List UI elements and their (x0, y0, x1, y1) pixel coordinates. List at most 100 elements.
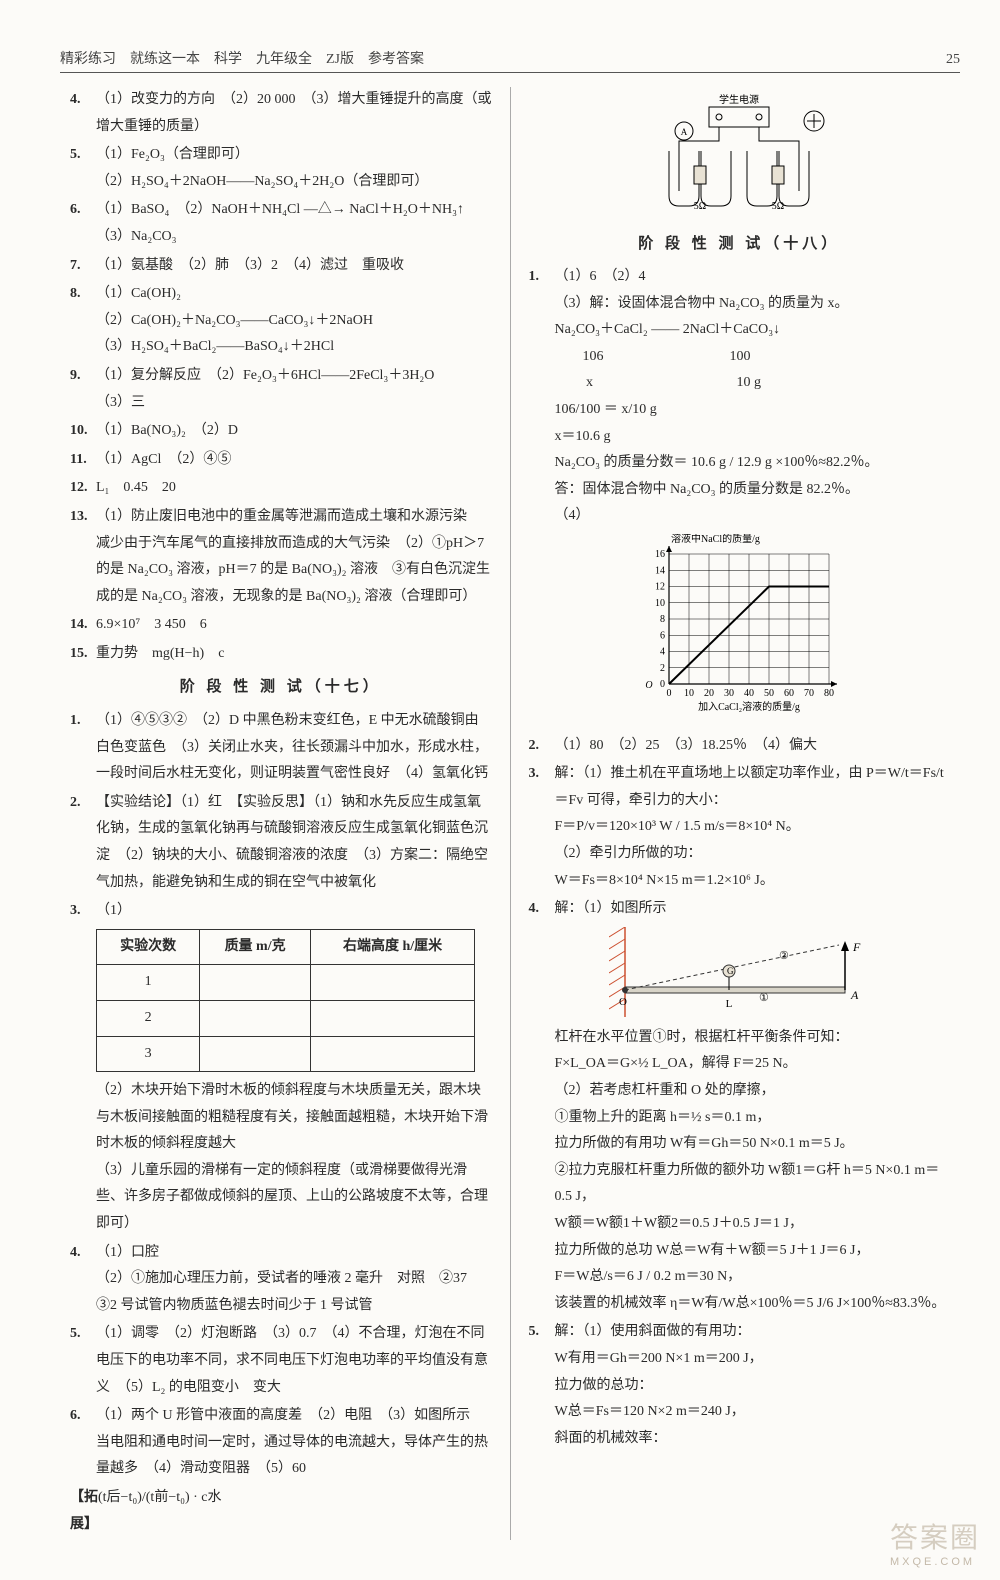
svg-text:②: ② (779, 950, 789, 962)
item-number (70, 1078, 96, 1238)
item-number: 14. (70, 612, 96, 639)
item-number: 13. (70, 504, 96, 610)
expansion-block: 【拓展】 (t后−t₀)/(t前−t₀) · c水 (70, 1485, 492, 1538)
table-cell (310, 965, 475, 1001)
svg-text:8: 8 (660, 614, 665, 625)
answer-item: 10.（1）Ba(NO₃)₂ （2）D (70, 418, 492, 445)
item-number: 15. (70, 641, 96, 668)
item-number: 10. (70, 418, 96, 445)
item-body: （1）BaSO₄ （2）NaOH＋NH₄Cl —△→ NaCl＋H₂O＋NH₃↑… (96, 197, 492, 250)
svg-text:20: 20 (704, 688, 714, 699)
circuit-diagram: 学生电源 5Ω 5Ω A (529, 91, 951, 222)
svg-text:40: 40 (744, 688, 754, 699)
answer-item: 6.（1）两个 U 形管中液面的高度差 （2）电阻 （3）如图所示 当电阻和通电… (70, 1403, 492, 1483)
svg-text:30: 30 (724, 688, 734, 699)
item-body: 杠杆在水平位置①时，根据杠杆平衡条件可知： F×L_OA＝G×½ L_OA，解得… (555, 1025, 951, 1318)
answer-item: 11.（1）AgCl （2）④⑤ (70, 447, 492, 474)
item-body: 解：（1）使用斜面做的有用功： W有用＝Gh＝200 N×1 m＝200 J， … (555, 1319, 951, 1452)
table-cell (200, 1000, 311, 1036)
item-body: （1）改变力的方向 （2）20 000 （3）增大重锤提升的高度（或增大重锤的质… (96, 87, 492, 140)
answer-item: 9.（1）复分解反应 （2）Fe₂O₃＋6HCl——2FeCl₃＋3H₂O （3… (70, 363, 492, 416)
svg-text:L: L (726, 998, 733, 1010)
item-body: 解：（1）推土机在平直场地上以额定功率作业，由 P＝W/t＝Fs/t＝Fv 可得… (555, 761, 951, 894)
item-number: 3. (529, 761, 555, 894)
item-number: 5. (70, 1321, 96, 1401)
svg-text:5Ω: 5Ω (772, 201, 784, 211)
item-body: （1）氨基酸 （2）肺 （3）2 （4）滤过 重吸收 (96, 253, 492, 280)
table-cell (200, 1036, 311, 1072)
answer-item: 4.（1）口腔 （2）①施加心理压力前，受试者的唾液 2 毫升 对照 ②37 ③… (70, 1240, 492, 1320)
item-body: （2）木块开始下滑时木板的倾斜程度与木块质量无关，跟木块与木板间接触面的粗糙程度… (96, 1078, 492, 1238)
item-body: （1）AgCl （2）④⑤ (96, 447, 492, 474)
svg-text:6: 6 (660, 630, 665, 641)
answer-item: 2.【实验结论】（1）红 【实验反思】（1）钠和水先反应生成氢氧化钠，生成的氢氧… (70, 790, 492, 896)
right-column: 学生电源 5Ω 5Ω A (511, 87, 961, 1540)
item-number: 5. (529, 1319, 555, 1452)
answer-item: 12.L₁ 0.45 20 (70, 475, 492, 502)
section-18-title: 阶 段 性 测 试（十八） (529, 230, 951, 259)
svg-text:A: A (850, 988, 859, 1002)
table-cell: 2 (97, 1000, 200, 1036)
item-body: （1）Fe₂O₃（合理即可） （2）H₂SO₄＋2NaOH——Na₂SO₄＋2H… (96, 142, 492, 195)
svg-text:A: A (681, 127, 688, 137)
svg-text:F: F (852, 940, 861, 954)
answer-item: 3.（1） (70, 898, 492, 925)
table-header: 质量 m/克 (200, 929, 311, 965)
answer-item: 5.解：（1）使用斜面做的有用功： W有用＝Gh＝200 N×1 m＝200 J… (529, 1319, 951, 1452)
answer-item: （2）木块开始下滑时木板的倾斜程度与木块质量无关，跟木块与木板间接触面的粗糙程度… (70, 1078, 492, 1238)
item-body: 重力势 mg(H−h) c (96, 641, 492, 668)
svg-text:溶液中NaCl的质量/g: 溶液中NaCl的质量/g (671, 534, 760, 545)
expansion-label: 【拓展】 (70, 1485, 98, 1538)
table-cell: 3 (97, 1036, 200, 1072)
item-body: （1）口腔 （2）①施加心理压力前，受试者的唾液 2 毫升 对照 ②37 ③2 … (96, 1240, 492, 1320)
table-header: 右端高度 h/厘米 (310, 929, 475, 965)
circuit-caption: 学生电源 (719, 93, 759, 106)
svg-text:2: 2 (660, 663, 665, 674)
page-header: 精彩练习 就练这一本 科学 九年级全 ZJ版 参考答案 25 (60, 48, 960, 73)
left-column: 4. （1）改变力的方向 （2）20 000 （3）增大重锤提升的高度（或增大重锤… (60, 87, 511, 1540)
watermark-main: 答案圈 (890, 1522, 980, 1553)
item-number: 6. (70, 1403, 96, 1483)
item-body: 【实验结论】（1）红 【实验反思】（1）钠和水先反应生成氢氧化钠，生成的氢氧化钠… (96, 790, 492, 896)
svg-text:10: 10 (684, 688, 694, 699)
item-number: 1. (529, 264, 555, 530)
answer-item: 13.（1）防止废旧电池中的重金属等泄漏而造成土壤和水源污染 减少由于汽车尾气的… (70, 504, 492, 610)
svg-text:70: 70 (804, 688, 814, 699)
svg-text:60: 60 (784, 688, 794, 699)
answer-item: 5.（1）调零 （2）灯泡断路 （3）0.7 （4）不合理，灯泡在不同电压下的电… (70, 1321, 492, 1401)
item-body: （1）6 （2）4 （3）解：设固体混合物中 Na₂CO₃ 的质量为 x。 Na… (555, 264, 951, 530)
watermark: 答案圈 MXQE.COM (890, 1516, 980, 1568)
watermark-sub: MXQE.COM (890, 1556, 980, 1568)
item-number (529, 1025, 555, 1318)
item-number: 9. (70, 363, 96, 416)
answer-item: 3.解：（1）推土机在平直场地上以额定功率作业，由 P＝W/t＝Fs/t＝Fv … (529, 761, 951, 894)
item-body: （1）防止废旧电池中的重金属等泄漏而造成土壤和水源污染 减少由于汽车尾气的直接排… (96, 504, 492, 610)
item-number: 11. (70, 447, 96, 474)
table-row: 2 (97, 1000, 475, 1036)
item-body: 6.9×10⁷ 3 450 6 (96, 612, 492, 639)
item-number: 4. (70, 1240, 96, 1320)
svg-text:0: 0 (667, 688, 672, 699)
two-column-layout: 4. （1）改变力的方向 （2）20 000 （3）增大重锤提升的高度（或增大重锤… (60, 87, 960, 1540)
answer-item: 14.6.9×10⁷ 3 450 6 (70, 612, 492, 639)
header-page-number: 25 (946, 52, 960, 68)
item-body: （1）80 （2）25 （3）18.25％ （4）偏大 (555, 733, 951, 760)
table-header: 实验次数 (97, 929, 200, 965)
answer-item: 7.（1）氨基酸 （2）肺 （3）2 （4）滤过 重吸收 (70, 253, 492, 280)
section-17-title: 阶 段 性 测 试（十七） (70, 673, 492, 702)
svg-text:G: G (727, 966, 734, 976)
item-body: L₁ 0.45 20 (96, 475, 492, 502)
table-row: 1 (97, 965, 475, 1001)
lever-diagram: O G L F A ① ② (529, 927, 951, 1017)
answer-item: 1.（1）④⑤③② （2）D 中黑色粉末变红色，E 中无水硫酸铜由白色变蓝色 （… (70, 708, 492, 788)
table-cell (310, 1036, 475, 1072)
item-number: 3. (70, 898, 96, 925)
svg-text:16: 16 (655, 549, 665, 560)
answer-item: 8.（1）Ca(OH)₂ （2）Ca(OH)₂＋Na₂CO₃——CaCO₃↓＋2… (70, 281, 492, 361)
answer-item: 15.重力势 mg(H−h) c (70, 641, 492, 668)
item-number: 8. (70, 281, 96, 361)
svg-text:O: O (619, 996, 627, 1008)
svg-text:0: 0 (660, 679, 665, 690)
item-body: （1）复分解反应 （2）Fe₂O₃＋6HCl——2FeCl₃＋3H₂O （3）三 (96, 363, 492, 416)
item-body: （1）Ca(OH)₂ （2）Ca(OH)₂＋Na₂CO₃——CaCO₃↓＋2Na… (96, 281, 492, 361)
